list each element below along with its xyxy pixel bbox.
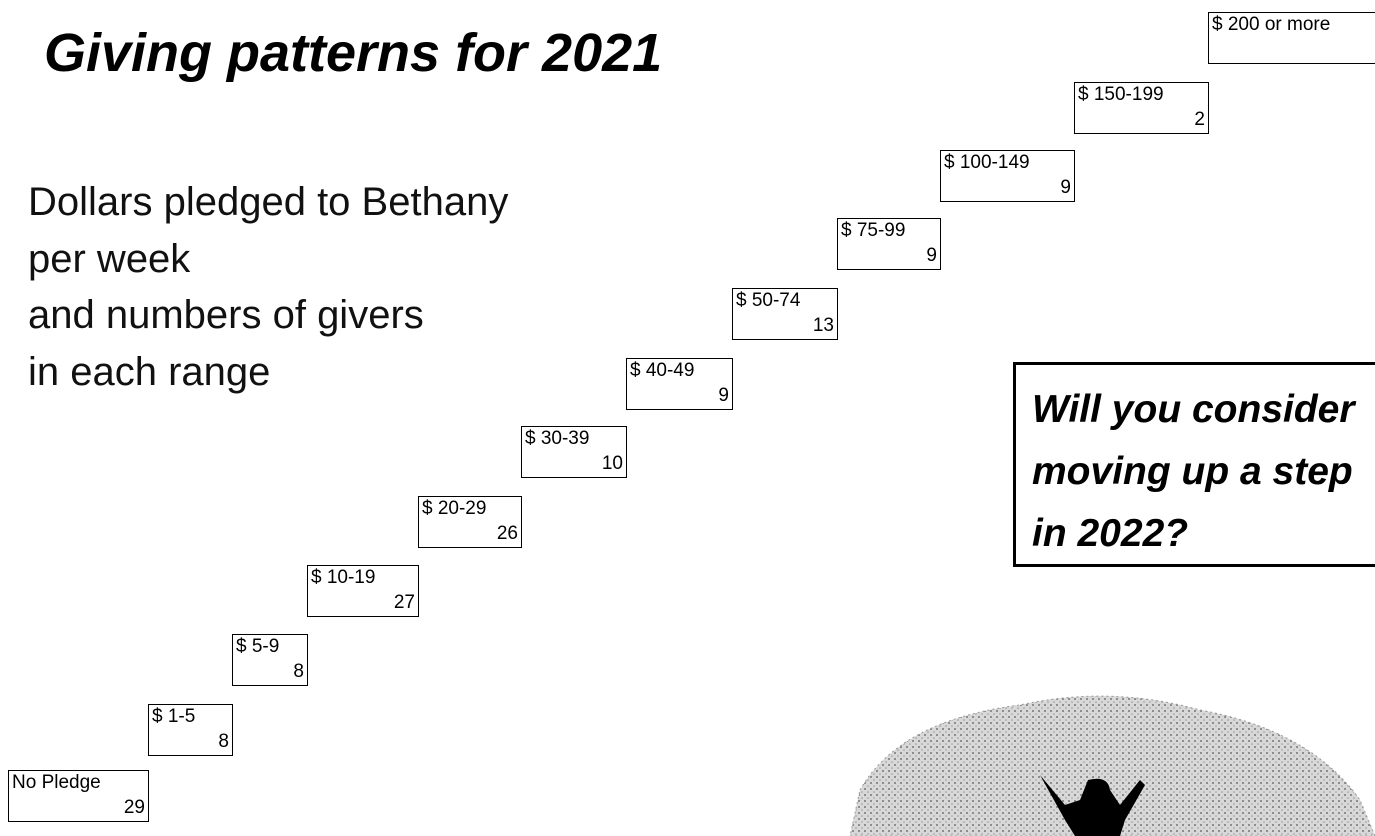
step-label: $ 20-29	[418, 496, 522, 523]
step-label: $ 75-99	[837, 218, 941, 245]
step-count: 13	[732, 314, 838, 340]
step-count: 26	[418, 522, 522, 548]
callout-line: in 2022?	[1032, 503, 1375, 565]
step-count: 27	[307, 591, 419, 617]
subtitle-line: in each range	[28, 350, 270, 395]
callout-line: moving up a step	[1032, 441, 1375, 503]
step-count: 10	[521, 452, 627, 478]
step-count: 8	[232, 660, 308, 686]
subtitle-line: Dollars pledged to Bethany	[28, 180, 508, 225]
step-label: $ 150-199	[1074, 82, 1209, 109]
title: Giving patterns for 2021	[44, 22, 662, 84]
step-label: $ 5-9	[232, 634, 308, 661]
step-label: $ 200 or more	[1208, 12, 1375, 39]
step-count: 2	[1074, 108, 1209, 134]
step-count: 9	[837, 244, 941, 270]
step-label: $ 1-5	[148, 704, 233, 731]
step-count: 29	[8, 796, 149, 822]
step-label: $ 40-49	[626, 358, 733, 385]
subtitle-line: per week	[28, 237, 190, 282]
subtitle-line: and numbers of givers	[28, 293, 424, 338]
step-count: 9	[626, 384, 733, 410]
step-count: 8	[148, 730, 233, 756]
step-label: $ 30-39	[521, 426, 627, 453]
step-label: $ 50-74	[732, 288, 838, 315]
step-count: 9	[940, 176, 1075, 202]
step-label: No Pledge	[8, 770, 149, 797]
step-count: 3	[1208, 38, 1375, 64]
callout-line: Will you consider	[1032, 379, 1375, 441]
figure-illustration	[840, 680, 1375, 836]
step-label: $ 100-149	[940, 150, 1075, 177]
step-label: $ 10-19	[307, 565, 419, 592]
page: Giving patterns for 2021 Dollars pledged…	[0, 0, 1375, 836]
